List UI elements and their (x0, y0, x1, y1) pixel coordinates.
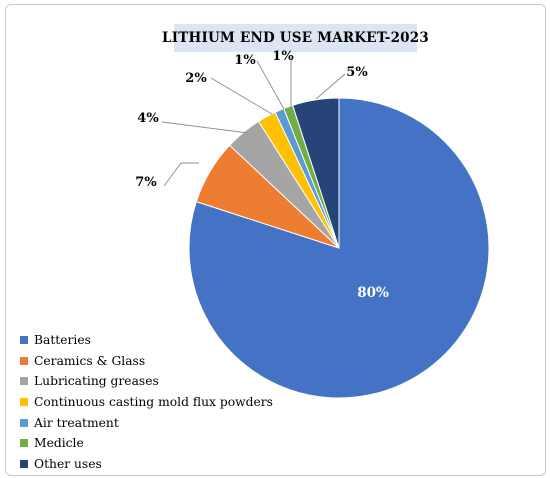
chart-title: LITHIUM END USE MARKET-2023 (162, 30, 429, 46)
chart-legend: Batteries Ceramics & Glass Lubricating gre… (20, 330, 273, 474)
data-label: 7% (135, 175, 157, 190)
data-label: 80% (357, 285, 389, 301)
legend-item: Continuous casting mold flux powders (20, 392, 273, 413)
chart-title-box: LITHIUM END USE MARKET-2023 (162, 24, 429, 52)
legend-label: Other uses (34, 456, 102, 471)
data-label: 5% (346, 65, 368, 80)
legend-item: Lubricating greases (20, 371, 273, 392)
leader-line (210, 77, 273, 115)
legend-swatch (20, 418, 28, 427)
legend-label: Continuous casting mold flux powders (34, 395, 273, 410)
legend-item: Batteries (20, 330, 273, 351)
legend-swatch (20, 377, 28, 386)
data-label: 4% (137, 111, 159, 126)
leader-line (256, 60, 285, 110)
legend-item: Other uses (20, 454, 273, 475)
legend-label: Ceramics & Glass (34, 353, 146, 368)
leader-line (161, 121, 249, 134)
data-label: 1% (272, 49, 294, 64)
legend-label: Medicle (34, 436, 84, 451)
legend-item: Medicle (20, 433, 273, 454)
legend-swatch (20, 336, 28, 345)
legend-swatch (20, 356, 28, 365)
legend-label: Batteries (34, 333, 91, 348)
data-label: 1% (234, 53, 256, 68)
leader-line (315, 73, 346, 100)
data-label: 2% (185, 71, 207, 86)
legend-swatch (20, 459, 28, 468)
pie-slice-other-uses (292, 97, 340, 249)
legend-swatch (20, 398, 28, 407)
leader-line (163, 162, 199, 187)
legend-label: Lubricating greases (34, 374, 159, 389)
legend-label: Air treatment (34, 415, 119, 430)
legend-swatch (20, 439, 28, 448)
legend-item: Ceramics & Glass (20, 351, 273, 372)
legend-item: Air treatment (20, 412, 273, 433)
